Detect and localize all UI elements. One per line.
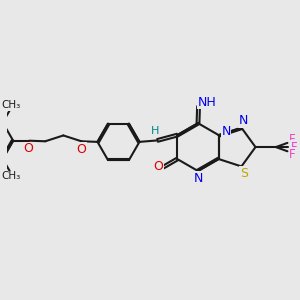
Text: N: N <box>221 125 231 138</box>
Text: O: O <box>24 142 34 155</box>
Text: H: H <box>151 126 159 136</box>
Text: CH₃: CH₃ <box>2 100 21 110</box>
Text: CH₃: CH₃ <box>2 171 21 181</box>
Text: O: O <box>153 160 163 173</box>
Text: N: N <box>194 172 203 184</box>
Text: NH: NH <box>197 96 216 109</box>
Text: F: F <box>290 148 296 161</box>
Text: O: O <box>76 143 86 156</box>
Text: F: F <box>291 141 297 154</box>
Text: F: F <box>290 134 296 146</box>
Text: N: N <box>239 114 248 127</box>
Text: S: S <box>240 167 248 180</box>
